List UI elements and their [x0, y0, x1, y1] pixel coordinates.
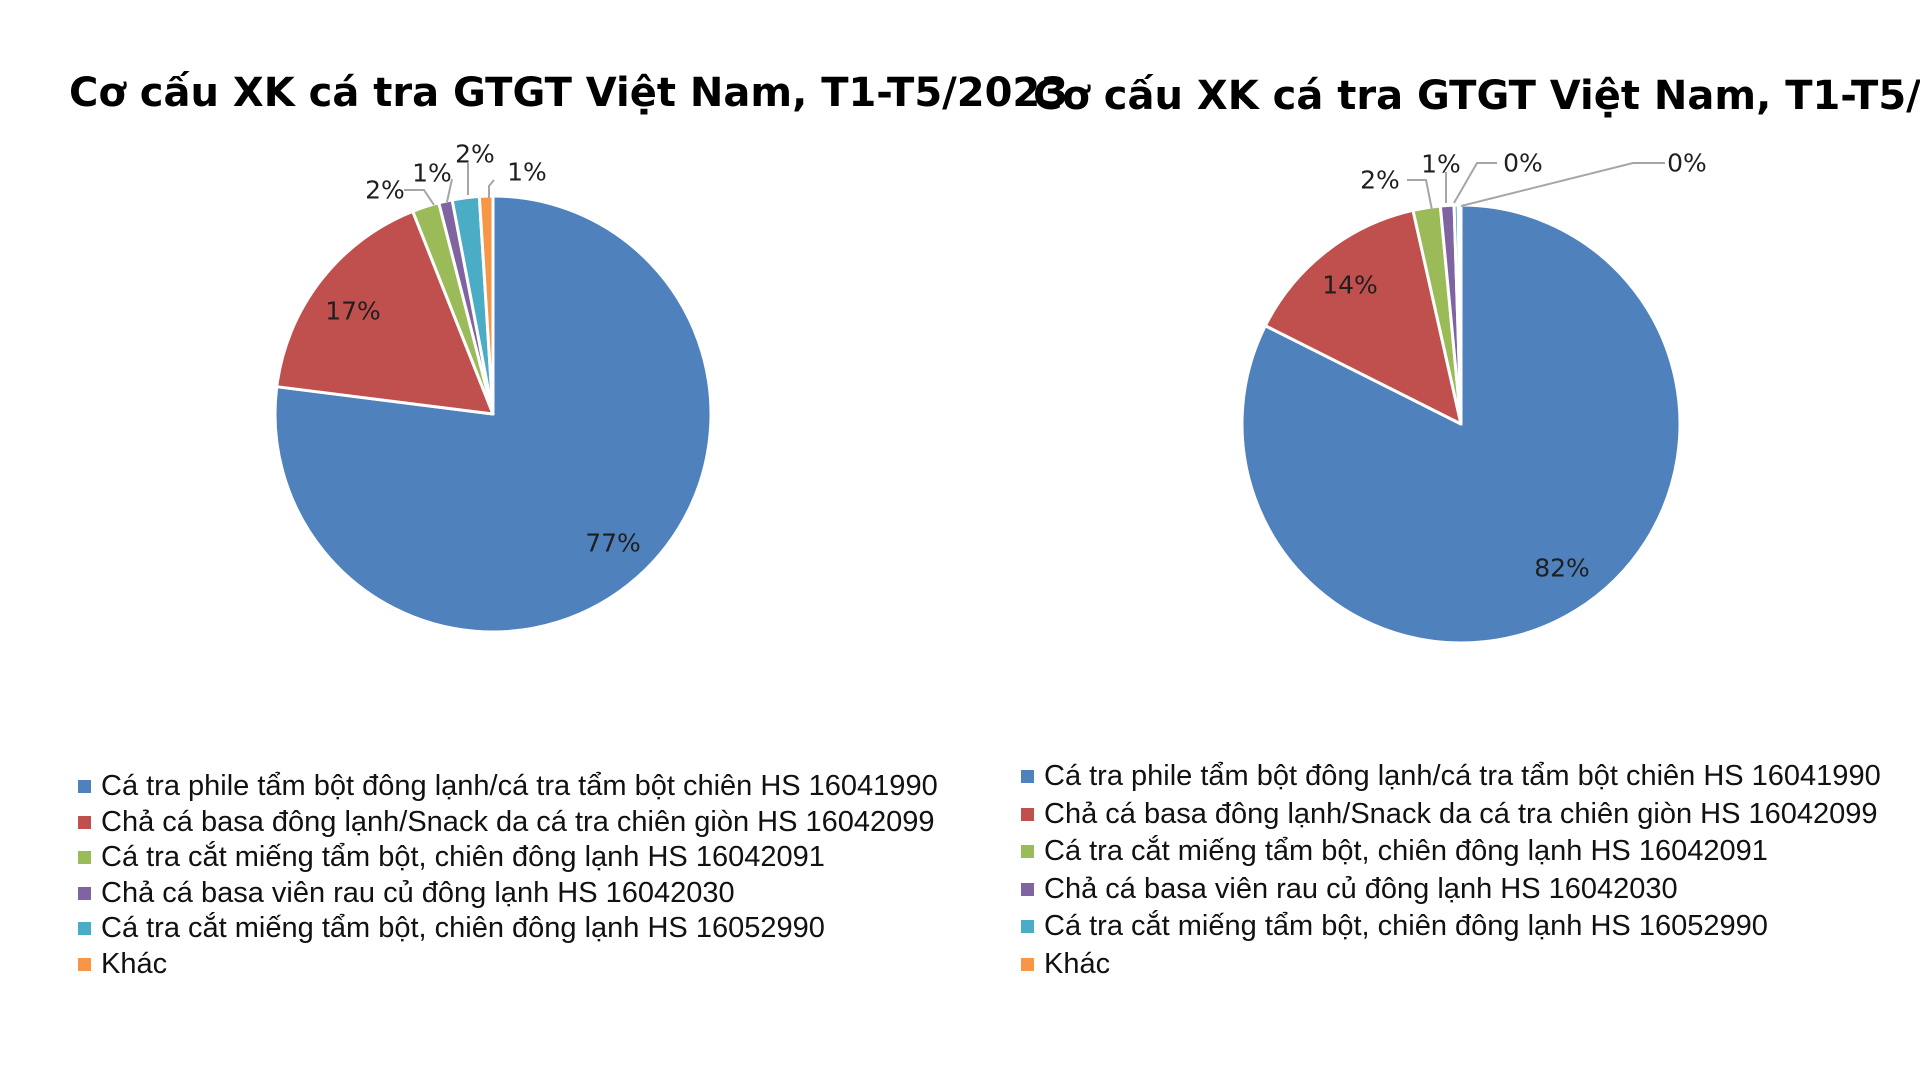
legend-item-2024-3: Cá tra cắt miếng tẩm bột, chiên đông lạn…: [1021, 833, 1881, 871]
pie-slice-2023-6: [477, 194, 495, 416]
leader-line-2023-6: [488, 179, 495, 198]
legend-label: Cá tra cắt miếng tẩm bột, chiên đông lạn…: [1044, 910, 1768, 943]
legend-swatch-cha-ca-basa-dong-lanh-sn: [78, 815, 91, 829]
data-label-2023-2: 17%: [325, 297, 381, 326]
legend-item-2023-6: Khác: [78, 947, 938, 983]
legend-label: Khác: [101, 947, 168, 980]
legend-label: Cá tra phile tẩm bột đông lạnh/cá tra tẩ…: [101, 770, 938, 803]
data-label-2023-3: 2%: [365, 176, 405, 205]
legend-2023: Cá tra phile tẩm bột đông lạnh/cá tra tẩ…: [78, 769, 938, 982]
leader-line-2024-5: [1453, 162, 1497, 204]
pie-slice-2023-2: [275, 209, 495, 416]
pie-2024: 82% 14% 2% 1% 0% 0%: [1240, 149, 1707, 645]
legend-swatch-ca-tra-cat-mieng-tam-bot: [1021, 845, 1034, 859]
data-label-2023-6: 1%: [507, 158, 547, 187]
legend-swatch-khac: [1021, 957, 1034, 971]
legend-item-2023-3: Cá tra cắt miếng tẩm bột, chiên đông lạn…: [78, 840, 938, 876]
legend-label: Cá tra cắt miếng tẩm bột, chiên đông lạn…: [101, 841, 825, 874]
legend-item-2023-2: Chả cá basa đông lạnh/Snack da cá tra ch…: [78, 805, 938, 841]
legend-swatch-cha-ca-basa-vien-rau-cu-: [1021, 882, 1034, 896]
leader-line-2023-3: [404, 189, 435, 206]
legend-swatch-khac: [78, 957, 91, 971]
data-label-2024-4: 1%: [1421, 150, 1461, 179]
legend-item-2024-5: Cá tra cắt miếng tẩm bột, chiên đông lạn…: [1021, 908, 1881, 946]
legend-swatch-ca-tra-cat-mieng-tam-bot: [78, 922, 91, 936]
data-label-2023-1: 77%: [585, 529, 641, 558]
data-label-2024-6: 0%: [1667, 149, 1707, 178]
chart-title-2024: Cơ cấu XK cá tra GTGT Việt Nam, T1-T5/20…: [1033, 73, 1920, 119]
legend-label: Chả cá basa viên rau củ đông lạnh HS 160…: [101, 876, 735, 909]
leader-line-2024-3: [1407, 179, 1433, 211]
legend-item-2024-6: Khác: [1021, 946, 1881, 984]
pie-slice-2024-2: [1263, 208, 1463, 426]
legend-label: Chả cá basa viên rau củ đông lạnh HS 160…: [1044, 872, 1678, 905]
legend-item-2024-4: Chả cá basa viên rau củ đông lạnh HS 160…: [1021, 871, 1881, 909]
legend-label: Chả cá basa đông lạnh/Snack da cá tra ch…: [1044, 797, 1878, 830]
legend-swatch-ca-tra-cat-mieng-tam-bot: [78, 851, 91, 865]
legend-2024: Cá tra phile tẩm bột đông lạnh/cá tra tẩ…: [1021, 758, 1881, 983]
data-label-2024-2: 14%: [1322, 271, 1378, 300]
legend-item-2024-1: Cá tra phile tẩm bột đông lạnh/cá tra tẩ…: [1021, 758, 1881, 796]
data-label-2023-4: 1%: [412, 159, 452, 188]
legend-swatch-cha-ca-basa-vien-rau-cu-: [78, 886, 91, 900]
legend-swatch-cha-ca-basa-dong-lanh-sn: [1021, 807, 1034, 821]
legend-item-2024-2: Chả cá basa đông lạnh/Snack da cá tra ch…: [1021, 796, 1881, 834]
legend-label: Khác: [1044, 947, 1111, 980]
leader-line-2023-4: [446, 178, 453, 203]
data-label-2024-3: 2%: [1360, 166, 1400, 195]
legend-label: Cá tra cắt miếng tẩm bột, chiên đông lạn…: [1044, 835, 1768, 868]
data-label-2024-5: 0%: [1503, 149, 1543, 178]
legend-swatch-ca-tra-phile-tam-bot-don: [1021, 770, 1034, 784]
legend-item-2023-5: Cá tra cắt miếng tẩm bột, chiên đông lạn…: [78, 911, 938, 947]
data-label-2023-5: 2%: [455, 140, 495, 169]
legend-swatch-ca-tra-phile-tam-bot-don: [78, 780, 91, 794]
data-label-2024-1: 82%: [1534, 554, 1590, 583]
leader-line-2024-6: [1460, 162, 1665, 207]
legend-label: Cá tra phile tẩm bột đông lạnh/cá tra tẩ…: [1044, 760, 1881, 793]
pie-2023: 77%17%2%1%2%1%: [273, 140, 713, 634]
chart-title-2023: Cơ cấu XK cá tra GTGT Việt Nam, T1-T5/20…: [69, 70, 1068, 116]
legend-swatch-ca-tra-cat-mieng-tam-bot: [1021, 920, 1034, 934]
legend-label: Cá tra cắt miếng tẩm bột, chiên đông lạn…: [101, 912, 825, 945]
legend-item-2023-4: Chả cá basa viên rau củ đông lạnh HS 160…: [78, 876, 938, 912]
legend-item-2023-1: Cá tra phile tẩm bột đông lạnh/cá tra tẩ…: [78, 769, 938, 805]
legend-label: Chả cá basa đông lạnh/Snack da cá tra ch…: [101, 805, 935, 838]
